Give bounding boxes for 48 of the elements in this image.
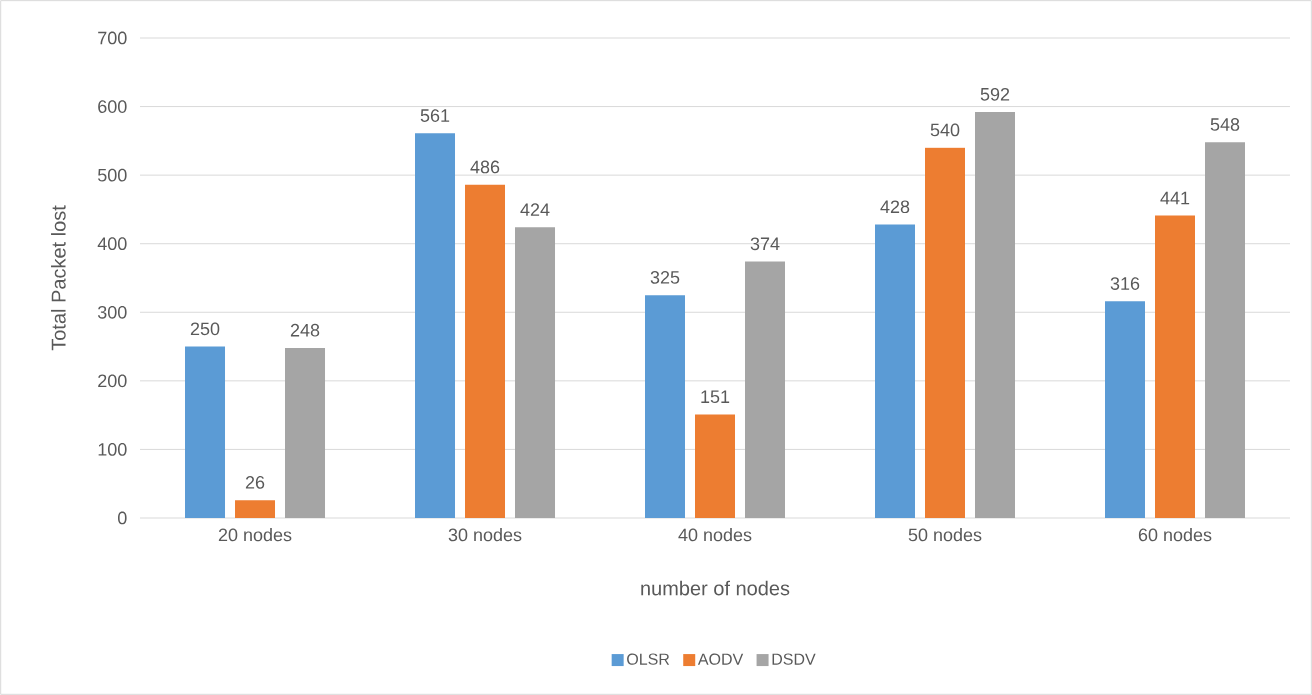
data-label: 325 — [650, 271, 680, 284]
bar — [415, 133, 456, 518]
bar — [185, 346, 226, 518]
bar — [975, 112, 1015, 518]
bar — [925, 147, 965, 518]
x-tick-label: 20 nodes — [218, 528, 292, 542]
x-tick-label: 60 nodes — [1138, 528, 1212, 542]
legend-label: OLSR — [627, 653, 670, 665]
bar — [1155, 215, 1195, 518]
bar — [645, 295, 685, 518]
bar — [695, 414, 736, 518]
y-tick-label: 200 — [98, 374, 127, 388]
bar — [515, 227, 556, 518]
data-label: 424 — [520, 203, 550, 216]
y-tick-label: 700 — [98, 31, 127, 45]
bar — [465, 184, 506, 518]
bar — [1205, 142, 1245, 518]
data-label: 374 — [750, 237, 780, 251]
y-tick-label: 500 — [97, 168, 127, 182]
data-label: 26 — [245, 476, 265, 489]
bar — [235, 500, 276, 518]
data-label: 248 — [290, 323, 320, 337]
x-tick-label: 30 nodes — [448, 528, 522, 542]
y-tick-label: 600 — [98, 100, 127, 113]
y-axis-title: Total Packet lost — [51, 205, 66, 351]
x-tick-label: 40 nodes — [678, 528, 752, 542]
data-label: 540 — [930, 123, 960, 137]
y-tick-label: 0 — [118, 511, 127, 525]
y-tick-label: 100 — [98, 443, 127, 456]
y-tick-label: 300 — [97, 305, 127, 319]
bar — [875, 224, 916, 518]
data-label: 250 — [190, 322, 220, 336]
legend-label: AODV — [697, 653, 744, 665]
x-tick-label: 50 nodes — [908, 528, 982, 542]
data-label: 548 — [1210, 118, 1240, 131]
data-label: 316 — [1110, 277, 1140, 290]
y-tick-label: 400 — [97, 237, 127, 251]
data-label: 561 — [420, 109, 450, 122]
data-label: 151 — [701, 390, 730, 404]
data-label: 441 — [1160, 191, 1190, 205]
data-label: 486 — [470, 160, 500, 174]
x-axis-title: number of nodes — [641, 580, 790, 596]
legend-label: DSDV — [772, 653, 816, 665]
bar — [285, 347, 326, 518]
bar — [1105, 301, 1145, 518]
data-label: 428 — [880, 200, 910, 214]
data-label: 592 — [980, 87, 1010, 101]
bar — [745, 261, 786, 518]
